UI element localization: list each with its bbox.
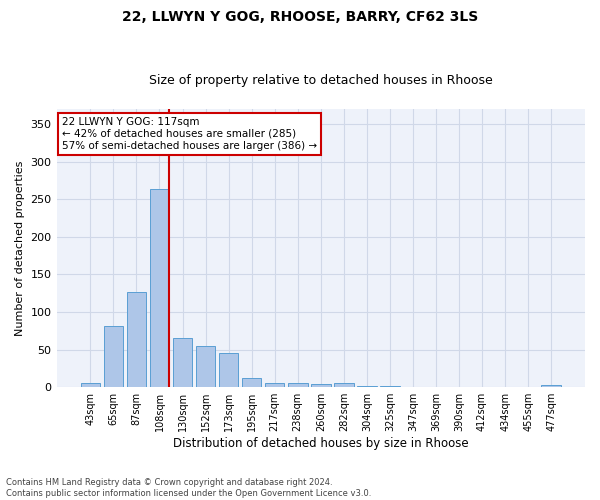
Bar <box>334 384 353 387</box>
Text: 22 LLWYN Y GOG: 117sqm
← 42% of detached houses are smaller (285)
57% of semi-de: 22 LLWYN Y GOG: 117sqm ← 42% of detached… <box>62 118 317 150</box>
Bar <box>311 384 331 387</box>
Y-axis label: Number of detached properties: Number of detached properties <box>15 160 25 336</box>
Bar <box>357 386 377 387</box>
Bar <box>541 385 561 387</box>
Bar <box>127 292 146 387</box>
Text: 22, LLWYN Y GOG, RHOOSE, BARRY, CF62 3LS: 22, LLWYN Y GOG, RHOOSE, BARRY, CF62 3LS <box>122 10 478 24</box>
Bar <box>265 382 284 387</box>
Title: Size of property relative to detached houses in Rhoose: Size of property relative to detached ho… <box>149 74 493 87</box>
Bar <box>219 354 238 387</box>
Bar <box>196 346 215 387</box>
X-axis label: Distribution of detached houses by size in Rhoose: Distribution of detached houses by size … <box>173 437 469 450</box>
Bar <box>380 386 400 387</box>
Bar <box>149 190 169 387</box>
Bar <box>288 384 308 387</box>
Bar <box>242 378 262 387</box>
Text: Contains HM Land Registry data © Crown copyright and database right 2024.
Contai: Contains HM Land Registry data © Crown c… <box>6 478 371 498</box>
Bar <box>80 384 100 387</box>
Bar <box>173 338 193 387</box>
Bar <box>104 326 123 387</box>
